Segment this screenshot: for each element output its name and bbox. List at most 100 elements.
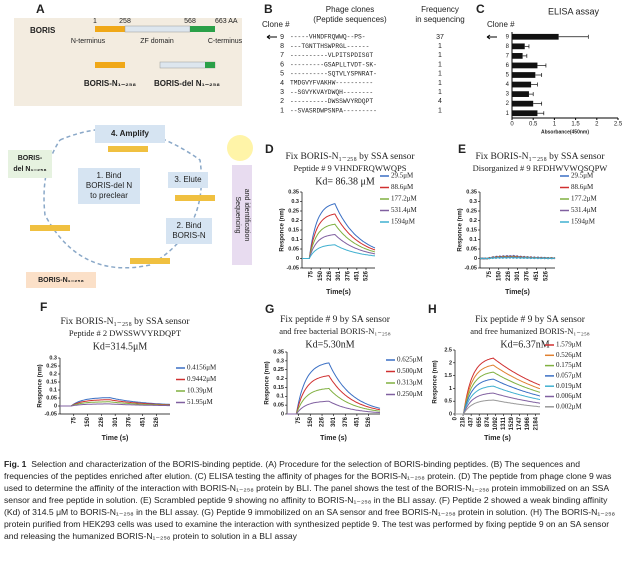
panel-title: and free humanized BORIS-N₁₋₂₅₈	[470, 326, 590, 336]
y-tick-label: 0	[54, 403, 57, 409]
axis-label: Clone #	[487, 20, 515, 29]
clone-number: 4	[280, 80, 284, 87]
panel-label: E	[458, 142, 466, 156]
legend-label: 0.500μM	[397, 367, 424, 375]
legend-label: 531.4μM	[391, 206, 418, 214]
y-tick-label: 0.25	[466, 208, 477, 214]
panel-label: G	[265, 302, 274, 316]
x-tick-label: 0	[453, 416, 459, 420]
sensorgram	[302, 213, 376, 259]
x-tick-label: 526	[364, 270, 370, 281]
zf-domain	[124, 25, 191, 33]
panel-title: and free bacterial BORIS-N₁₋₂₅₈	[279, 326, 390, 336]
x-tick-label: 1529	[509, 416, 515, 430]
preclear-box	[78, 168, 140, 204]
position: 663 AA	[215, 18, 238, 25]
y-tick-label: 0.1	[291, 237, 299, 243]
sensorgram	[455, 385, 541, 415]
y-tick-label: 0.25	[273, 367, 284, 373]
panel-title: Fix BORIS-N₁₋₂₅₈ by SSA sensor	[60, 317, 190, 327]
x-tick-label: 451	[140, 416, 146, 427]
panel-label: B	[264, 2, 273, 16]
y-tick-label: 0.1	[469, 237, 477, 243]
legend-label: 51.95μM	[187, 398, 214, 406]
y-tick-label: 0.3	[469, 199, 477, 205]
caption: Fig. 1 Selection and characterization of…	[4, 458, 624, 542]
sensorgram	[455, 378, 541, 415]
bar	[512, 91, 529, 97]
x-tick-label: 301	[336, 270, 342, 281]
axis-label: Time (s)	[484, 435, 511, 442]
y-tick-label: 7	[506, 53, 510, 59]
y-tick-label: 9	[506, 34, 510, 40]
axis-label: Responce (nm)	[38, 364, 44, 407]
y-tick-label: 6	[506, 63, 510, 69]
axis-label: Responce (nm)	[280, 208, 286, 251]
x-tick-label: 75	[71, 416, 77, 423]
axis-label: Responce (nm)	[433, 360, 439, 403]
bar	[512, 53, 523, 59]
step: to preclear	[90, 191, 128, 200]
sequence: --SGVYKVAYDWQH--------	[290, 89, 373, 96]
n-fragment	[95, 62, 125, 68]
y-tick-label: 0.25	[288, 208, 299, 214]
legend-label: 0.9442μM	[187, 375, 217, 383]
y-tick-label: 0.35	[273, 349, 284, 355]
x-tick-label: 451	[354, 270, 360, 281]
kd-label: Kd=5.30nM	[305, 339, 354, 350]
x-tick-label: 1966	[525, 416, 531, 430]
y-tick-label: 0	[296, 256, 299, 262]
x-tick-label: 526	[154, 416, 160, 427]
x-tick-label: 2	[595, 122, 599, 128]
x-tick-label: 150	[496, 270, 502, 281]
legend-label: 0.250μM	[397, 390, 424, 398]
frequency: 1	[438, 52, 442, 59]
legend-label: 177.2μM	[571, 195, 598, 203]
sensorgram	[302, 233, 376, 259]
axis-label: Time(s)	[326, 289, 351, 296]
y-tick-label: 0.35	[466, 189, 477, 195]
axis-label: Absorbance(450nm)	[541, 129, 589, 135]
panel-label: F	[40, 300, 47, 314]
y-tick-label: 0.5	[444, 399, 452, 405]
bar	[512, 62, 538, 69]
y-tick-label: 5	[506, 73, 510, 79]
del-fragment-end	[205, 62, 215, 68]
axis-label: Responce (nm)	[265, 361, 271, 404]
x-tick-label: 655	[477, 416, 483, 427]
y-tick-label: 8	[506, 44, 510, 50]
panel-label: C	[476, 2, 485, 16]
y-tick-label: 0.2	[291, 218, 299, 224]
sensorgram	[60, 397, 171, 407]
sequence: ----------SQTVLYSPNRAT-	[290, 70, 377, 77]
axis-label: Time (s)	[320, 435, 347, 442]
y-tick-label: 0.35	[288, 189, 299, 195]
legend-label: 0.006μM	[556, 392, 583, 400]
clone-number: 9	[280, 34, 284, 41]
y-tick-label: 0.1	[49, 387, 57, 393]
y-tick-label: 0.3	[49, 355, 57, 361]
caption-body: (A) Procedure for the selection of BORIS…	[4, 459, 616, 541]
x-tick-label: 874	[485, 416, 491, 427]
x-tick-label: 150	[85, 416, 91, 427]
x-tick-label: 1311	[501, 416, 507, 430]
sensorgram	[455, 392, 541, 415]
side-label: del N₁₋₂₅₈	[13, 166, 46, 173]
kd-label: Kd=314.5μM	[93, 341, 148, 352]
caption-title: Selection and characterization of the BO…	[31, 459, 263, 469]
position: 1	[93, 18, 97, 25]
y-tick-label: 1.5	[444, 373, 452, 379]
sequence: -----VHNDFRQWWQ--PS-	[290, 34, 366, 41]
domain: N-terminus	[71, 38, 106, 45]
domain: C-terminus	[208, 38, 243, 45]
sensorgram	[287, 375, 381, 415]
sensorgram	[60, 399, 171, 407]
legend-label: 531.4μM	[571, 206, 598, 214]
x-tick-label: 437	[469, 416, 475, 427]
sensorgram	[302, 223, 376, 259]
x-tick-label: 376	[127, 416, 133, 427]
side-label: BORIS-	[18, 155, 43, 162]
clone-number: 6	[280, 61, 284, 68]
bind-box	[166, 218, 212, 244]
